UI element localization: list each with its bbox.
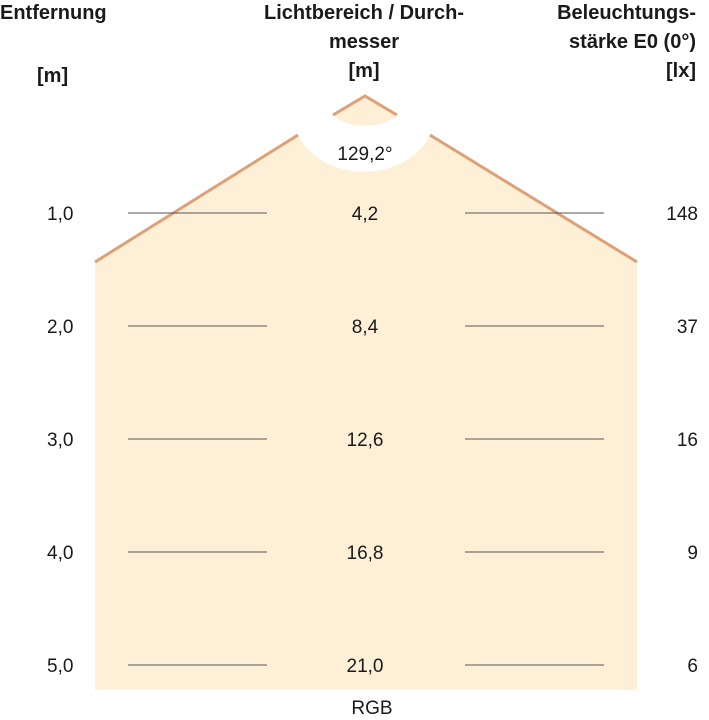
distance-value: 4,0 bbox=[47, 543, 73, 564]
row: 5,0 21,0 6 bbox=[47, 656, 698, 677]
lamp-cap bbox=[333, 96, 397, 126]
lamp-edge bbox=[332, 94, 398, 117]
row: 4,0 16,8 9 bbox=[47, 543, 698, 564]
diameter-value: 8,4 bbox=[352, 317, 379, 338]
header-distance: Entfernung [m] bbox=[0, 0, 160, 87]
footer-label: RGB bbox=[351, 698, 392, 719]
row: 1,0 4,2 148 bbox=[47, 204, 698, 225]
lux-value: 16 bbox=[677, 430, 698, 451]
beam-angle-label: 129,2° bbox=[337, 144, 392, 165]
row: 3,0 12,6 16 bbox=[47, 430, 698, 451]
distance-value: 2,0 bbox=[47, 317, 73, 338]
header-distance-title: Entfernung bbox=[0, 2, 107, 24]
header-diameter-line1: Lichtbereich / Durch- bbox=[263, 2, 465, 24]
distance-value: 3,0 bbox=[47, 430, 73, 451]
header-diameter-unit: [m] bbox=[348, 60, 380, 82]
header-illuminance-line2: stärke E0 (0°) bbox=[569, 31, 696, 53]
header-illuminance: Beleuchtungs- stärke E0 (0°) [lx] bbox=[430, 0, 696, 86]
header-illuminance-line1: Beleuchtungs- bbox=[557, 2, 696, 24]
beam-edge-right bbox=[429, 133, 638, 264]
lux-value: 148 bbox=[666, 204, 698, 225]
beam-edge-left bbox=[94, 133, 299, 264]
header-diameter: Lichtbereich / Durch- messer [m] bbox=[210, 0, 518, 86]
header-illuminance-unit: [lx] bbox=[666, 60, 696, 82]
diameter-value: 12,6 bbox=[347, 430, 384, 451]
header-distance-unit: [m] bbox=[37, 65, 69, 87]
distance-value: 5,0 bbox=[47, 656, 73, 677]
diameter-value: 21,0 bbox=[347, 656, 384, 677]
diameter-value: 16,8 bbox=[347, 543, 384, 564]
lux-value: 6 bbox=[687, 656, 698, 677]
beam-area bbox=[95, 135, 637, 690]
diameter-value: 4,2 bbox=[352, 204, 378, 225]
distance-value: 1,0 bbox=[47, 204, 73, 225]
row: 2,0 8,4 37 bbox=[47, 317, 698, 338]
lux-value: 9 bbox=[687, 543, 698, 564]
lux-value: 37 bbox=[677, 317, 698, 338]
header-diameter-line2: messer bbox=[328, 31, 400, 53]
